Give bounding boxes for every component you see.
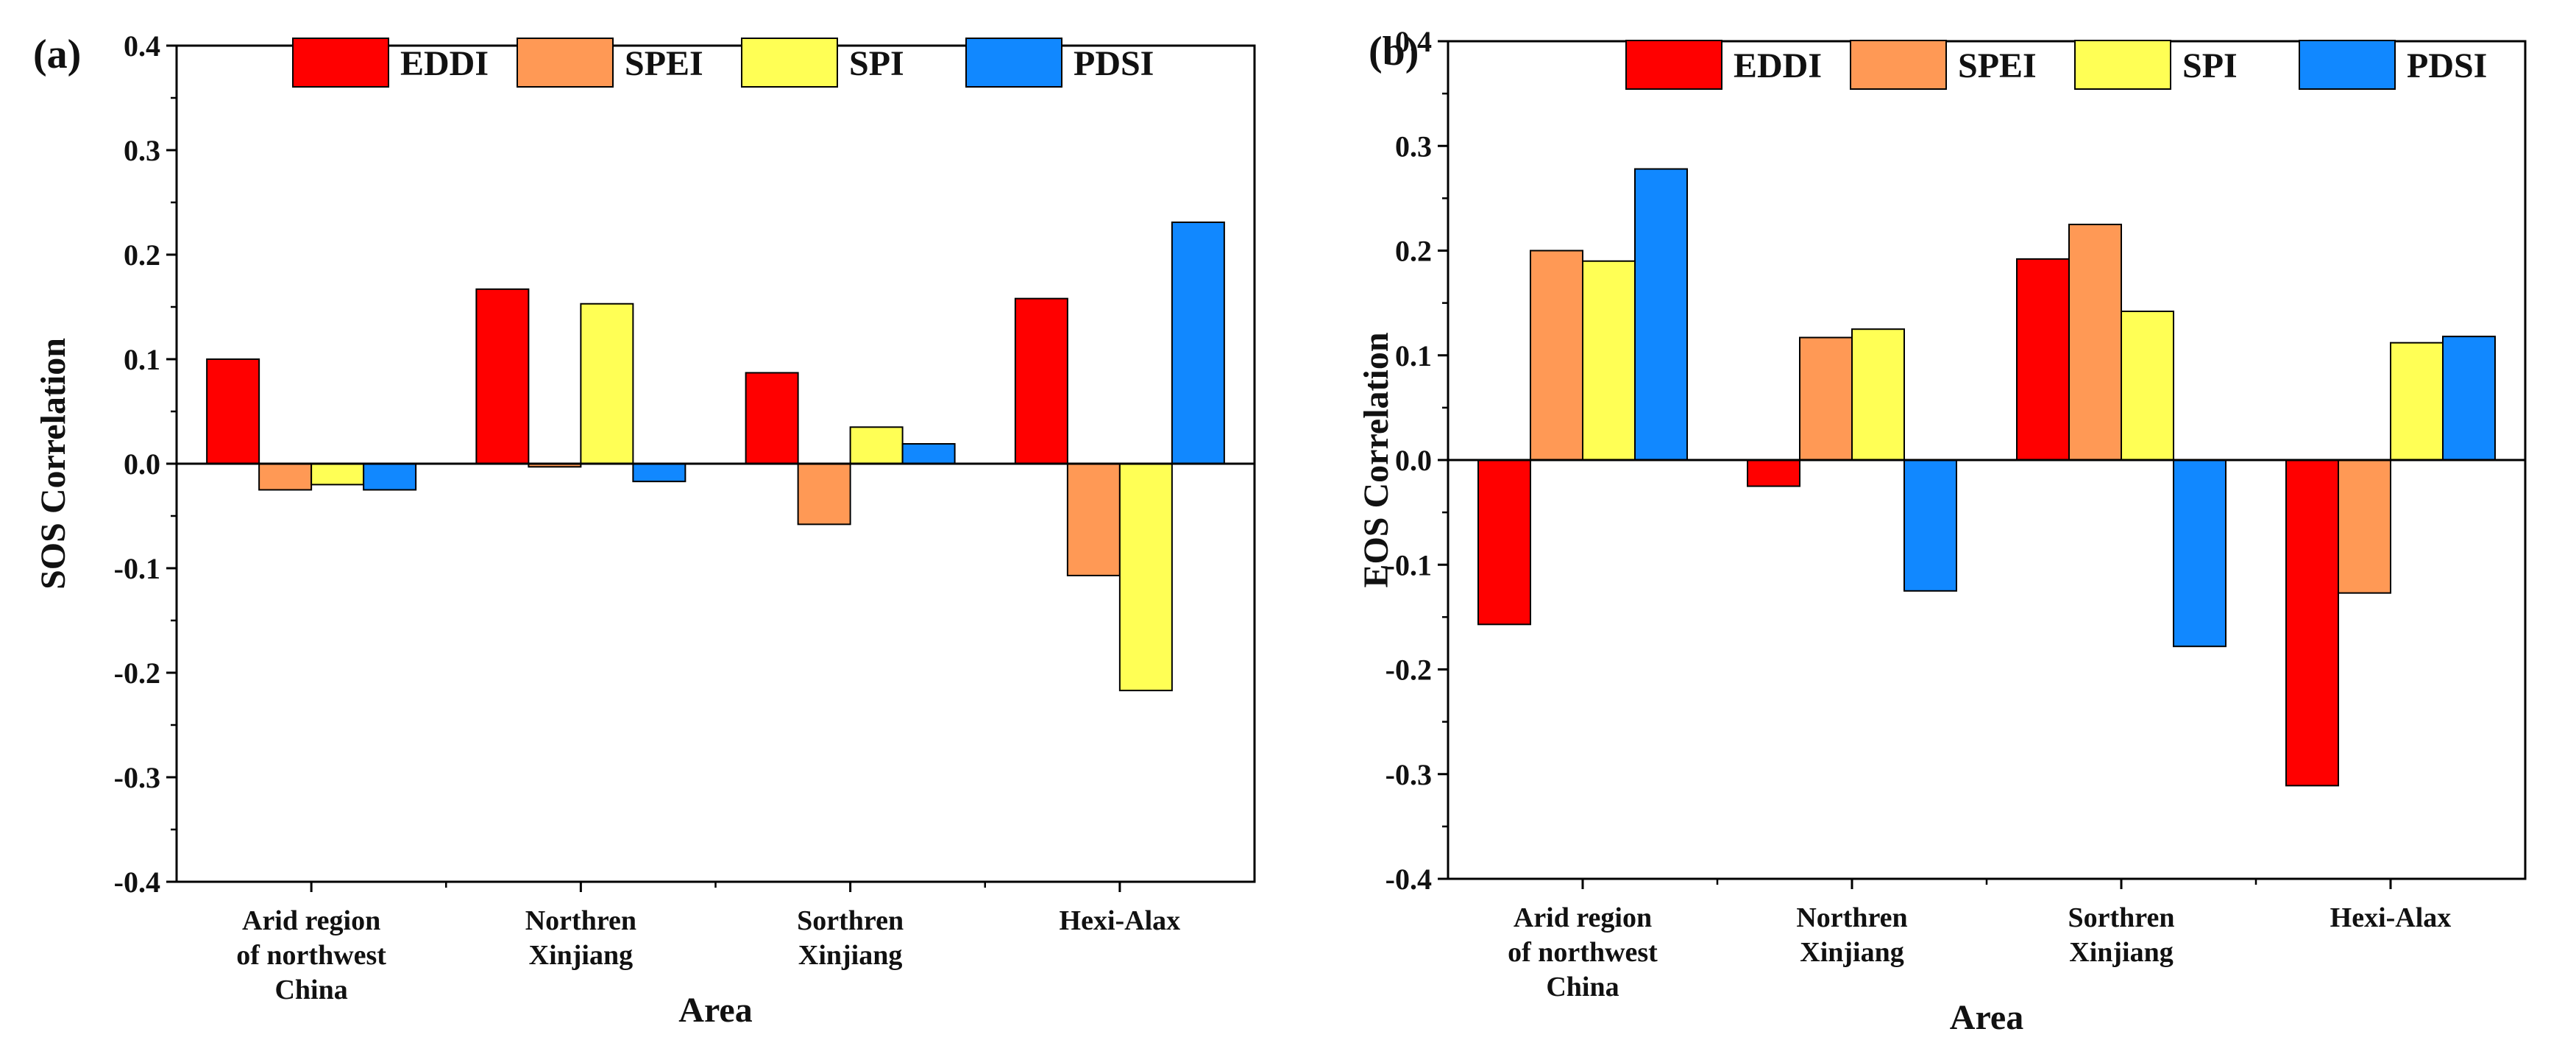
chart-panel-a: -0.4 -0.3 -0.2 -0.1 0.0 0.1 0.2 0.3 0.4 Arid regi… [33,29,1256,1030]
bar-eddi [2016,258,2070,461]
y-tick-label: 0.1 [124,343,160,376]
bar-spei [1530,250,1583,461]
bar-pdsi [632,463,686,483]
legend-label-spi: SPI [849,44,904,83]
bar-spei [2068,223,2122,461]
bar-pdsi [2173,459,2226,648]
legend-label-pdsi: PDSI [2407,46,2487,85]
bar-spei [1799,336,1853,461]
legend-label-eddi: EDDI [1734,46,1822,85]
y-axis-title: SOS Correlation [34,338,73,590]
bar-spei [258,463,313,491]
chart-panel-b: -0.4 -0.3 -0.2 -0.1 0.0 0.1 0.2 0.3 0.4 Arid regi… [1357,25,2527,1037]
bar-spei [1066,463,1121,576]
bar-pdsi [1903,459,1957,592]
category-label: Arid region [242,905,380,936]
category-label: Northren [525,905,636,936]
panel-label: (b) [1369,29,1419,74]
legend-label-pdsi: PDSI [1074,44,1154,83]
category-label: Arid region [1514,902,1652,933]
legend-swatch-pdsi [965,38,1062,88]
bar-eddi [1014,297,1068,465]
bar-pdsi [1171,221,1225,464]
bar-spi [2121,311,2174,461]
bar-eddi [745,372,799,464]
category-label: of northwest [236,940,386,971]
y-tick-label: 0.2 [1395,235,1432,268]
legend-swatch-spi [2074,40,2171,90]
bar-eddi [1747,459,1800,487]
bar-pdsi [2442,336,2496,461]
category-label: Hexi-Alax [1060,905,1181,936]
legend-swatch-spi [741,38,838,88]
bar-pdsi [363,463,417,491]
bar-eddi [1477,459,1531,626]
legend-swatch-spei [1850,40,1947,90]
legend-label-spei: SPEI [1958,46,2037,85]
category-label: Xinjiang [798,940,902,971]
category-label: Hexi-Alax [2330,902,2452,933]
bar-pdsi [1634,168,1688,461]
legend-swatch-pdsi [2299,40,2396,90]
bar-eddi [206,358,260,464]
y-tick-label: 0.4 [124,29,160,63]
bar-spi [1582,260,1636,461]
y-tick-label: 0.2 [124,238,160,272]
x-axis-title: Area [1950,998,2023,1037]
bar-spei [2338,459,2391,594]
legend-label-spi: SPI [2182,46,2238,85]
y-tick-label: 0.4 [1395,25,1432,58]
category-label: Northren [1796,902,1907,933]
y-tick-label: -0.1 [1385,548,1432,581]
legend-swatch-eddi [1625,40,1722,90]
panel-label: (a) [33,32,81,77]
y-tick-label: -0.2 [114,657,160,690]
category-label: Xinjiang [1800,937,1903,968]
bar-spi [1118,463,1173,692]
y-tick-label: -0.2 [1385,654,1432,687]
category-label: Sorthren [2068,902,2175,933]
y-tick-label: 0.0 [1395,444,1432,477]
category-label: China [1546,972,1619,1002]
y-tick-label: 0.3 [124,134,160,167]
y-tick-label: -0.4 [1385,863,1432,896]
y-tick-label: -0.4 [114,866,160,899]
bar-spi [311,463,365,486]
category-label: China [274,975,347,1005]
bar-spei [797,463,851,526]
y-axis-title: EOS Correlation [1357,332,1396,587]
y-tick-label: -0.3 [1385,758,1432,791]
bar-spi [580,303,634,464]
bar-spi [2390,342,2444,461]
legend-swatch-spei [517,38,614,88]
category-label: Sorthren [797,905,904,936]
y-tick-label: 0.3 [1395,130,1432,163]
y-tick-label: -0.1 [114,552,160,585]
legend-label-eddi: EDDI [400,44,489,83]
bar-eddi [475,288,530,464]
category-label: Xinjiang [529,940,633,971]
bar-pdsi [901,443,956,465]
bar-spi [1851,328,1905,461]
category-label: of northwest [1508,937,1658,968]
legend: EDDI SPEI SPI PDSI [292,38,1154,88]
y-tick-label: 0.1 [1395,339,1432,372]
category-label: Xinjiang [2069,937,2173,968]
legend-swatch-eddi [292,38,389,88]
x-axis-title: Area [678,991,752,1030]
bar-eddi [2285,459,2339,787]
y-tick-label: 0.0 [124,448,160,481]
bar-spi [849,426,904,464]
legend: EDDI SPEI SPI PDSI [1625,40,2487,90]
legend-label-spei: SPEI [625,44,703,83]
y-tick-label: -0.3 [114,761,160,794]
